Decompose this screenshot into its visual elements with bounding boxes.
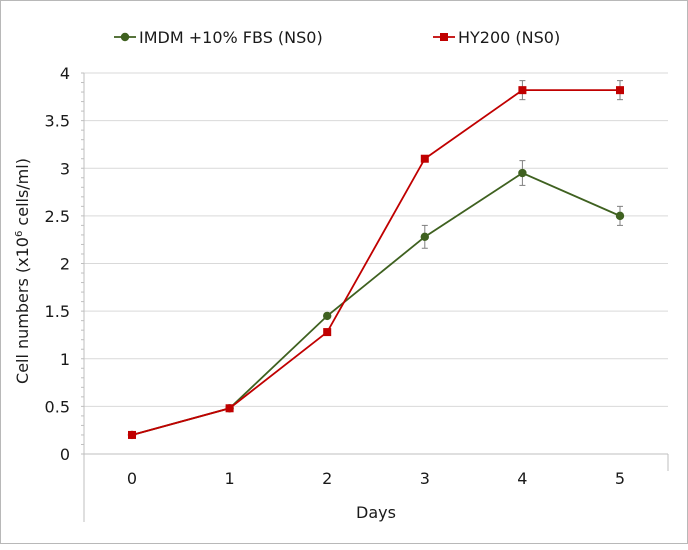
- y-tick-label: 2: [60, 255, 70, 274]
- y-axis-label-main: Cell numbers (x10: [13, 237, 32, 384]
- x-tick-label: 0: [127, 469, 137, 488]
- y-tick-label: 2.5: [45, 207, 70, 226]
- data-point: [420, 232, 429, 242]
- x-tick-labels: 0 1 2 3 4 5: [127, 469, 625, 488]
- y-tick-label: 3: [60, 159, 70, 178]
- series-2: [128, 80, 624, 439]
- data-point: [615, 211, 625, 221]
- y-tick-label: 1: [60, 350, 70, 369]
- series-layer: [127, 80, 625, 440]
- y-axis-label-superscript: 6: [14, 231, 25, 237]
- legend-marker: [120, 32, 130, 42]
- data-point: [518, 86, 527, 95]
- x-tick-label: 2: [322, 469, 332, 488]
- series-1: [127, 160, 625, 440]
- y-tick-label: 1.5: [45, 302, 70, 321]
- x-tick-label: 3: [420, 469, 430, 488]
- legend-label: IMDM +10% FBS (NS0): [139, 28, 323, 47]
- gridlines: [84, 72, 668, 407]
- axes: [81, 72, 669, 522]
- data-point: [518, 168, 527, 178]
- data-point: [225, 404, 234, 413]
- y-tick-label: 4: [60, 64, 70, 83]
- x-tick-label: 5: [615, 469, 625, 488]
- x-axis-label: Days: [356, 503, 396, 522]
- legend-marker: [440, 33, 448, 41]
- y-tick-label: 0: [60, 445, 70, 464]
- data-point: [420, 154, 429, 163]
- x-tick-label: 4: [517, 469, 527, 488]
- y-tick-label: 3.5: [45, 112, 70, 131]
- x-tick-label: 1: [225, 469, 235, 488]
- legend-item: IMDM +10% FBS (NS0): [114, 28, 323, 47]
- data-point: [616, 86, 624, 95]
- y-tick-labels: 0 0.5 1 1.5 2 2.5 3 3.5 4: [45, 64, 70, 464]
- y-tick-label: 0.5: [45, 397, 70, 416]
- data-point: [323, 311, 332, 321]
- data-point: [323, 328, 332, 337]
- legend-label: HY200 (NS0): [458, 28, 560, 47]
- y-axis-label-unit: cells/ml): [13, 158, 32, 231]
- y-axis-label: Cell numbers (x106 cells/ml): [13, 158, 32, 384]
- series-line: [131, 171, 621, 436]
- data-point: [128, 430, 136, 439]
- legend-item: HY200 (NS0): [433, 28, 560, 47]
- legend: IMDM +10% FBS (NS0) HY200 (NS0): [114, 28, 560, 47]
- series-line: [131, 89, 620, 436]
